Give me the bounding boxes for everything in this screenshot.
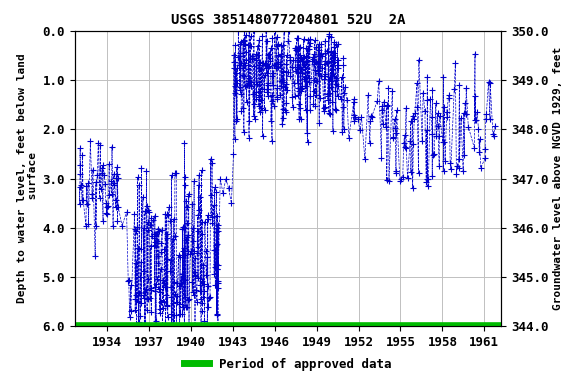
Y-axis label: Groundwater level above NGVD 1929, feet: Groundwater level above NGVD 1929, feet: [552, 47, 563, 310]
Title: USGS 385148077204801 52U  2A: USGS 385148077204801 52U 2A: [170, 13, 406, 27]
Legend: Period of approved data: Period of approved data: [179, 353, 397, 376]
Y-axis label: Depth to water level, feet below land
 surface: Depth to water level, feet below land su…: [17, 54, 39, 303]
